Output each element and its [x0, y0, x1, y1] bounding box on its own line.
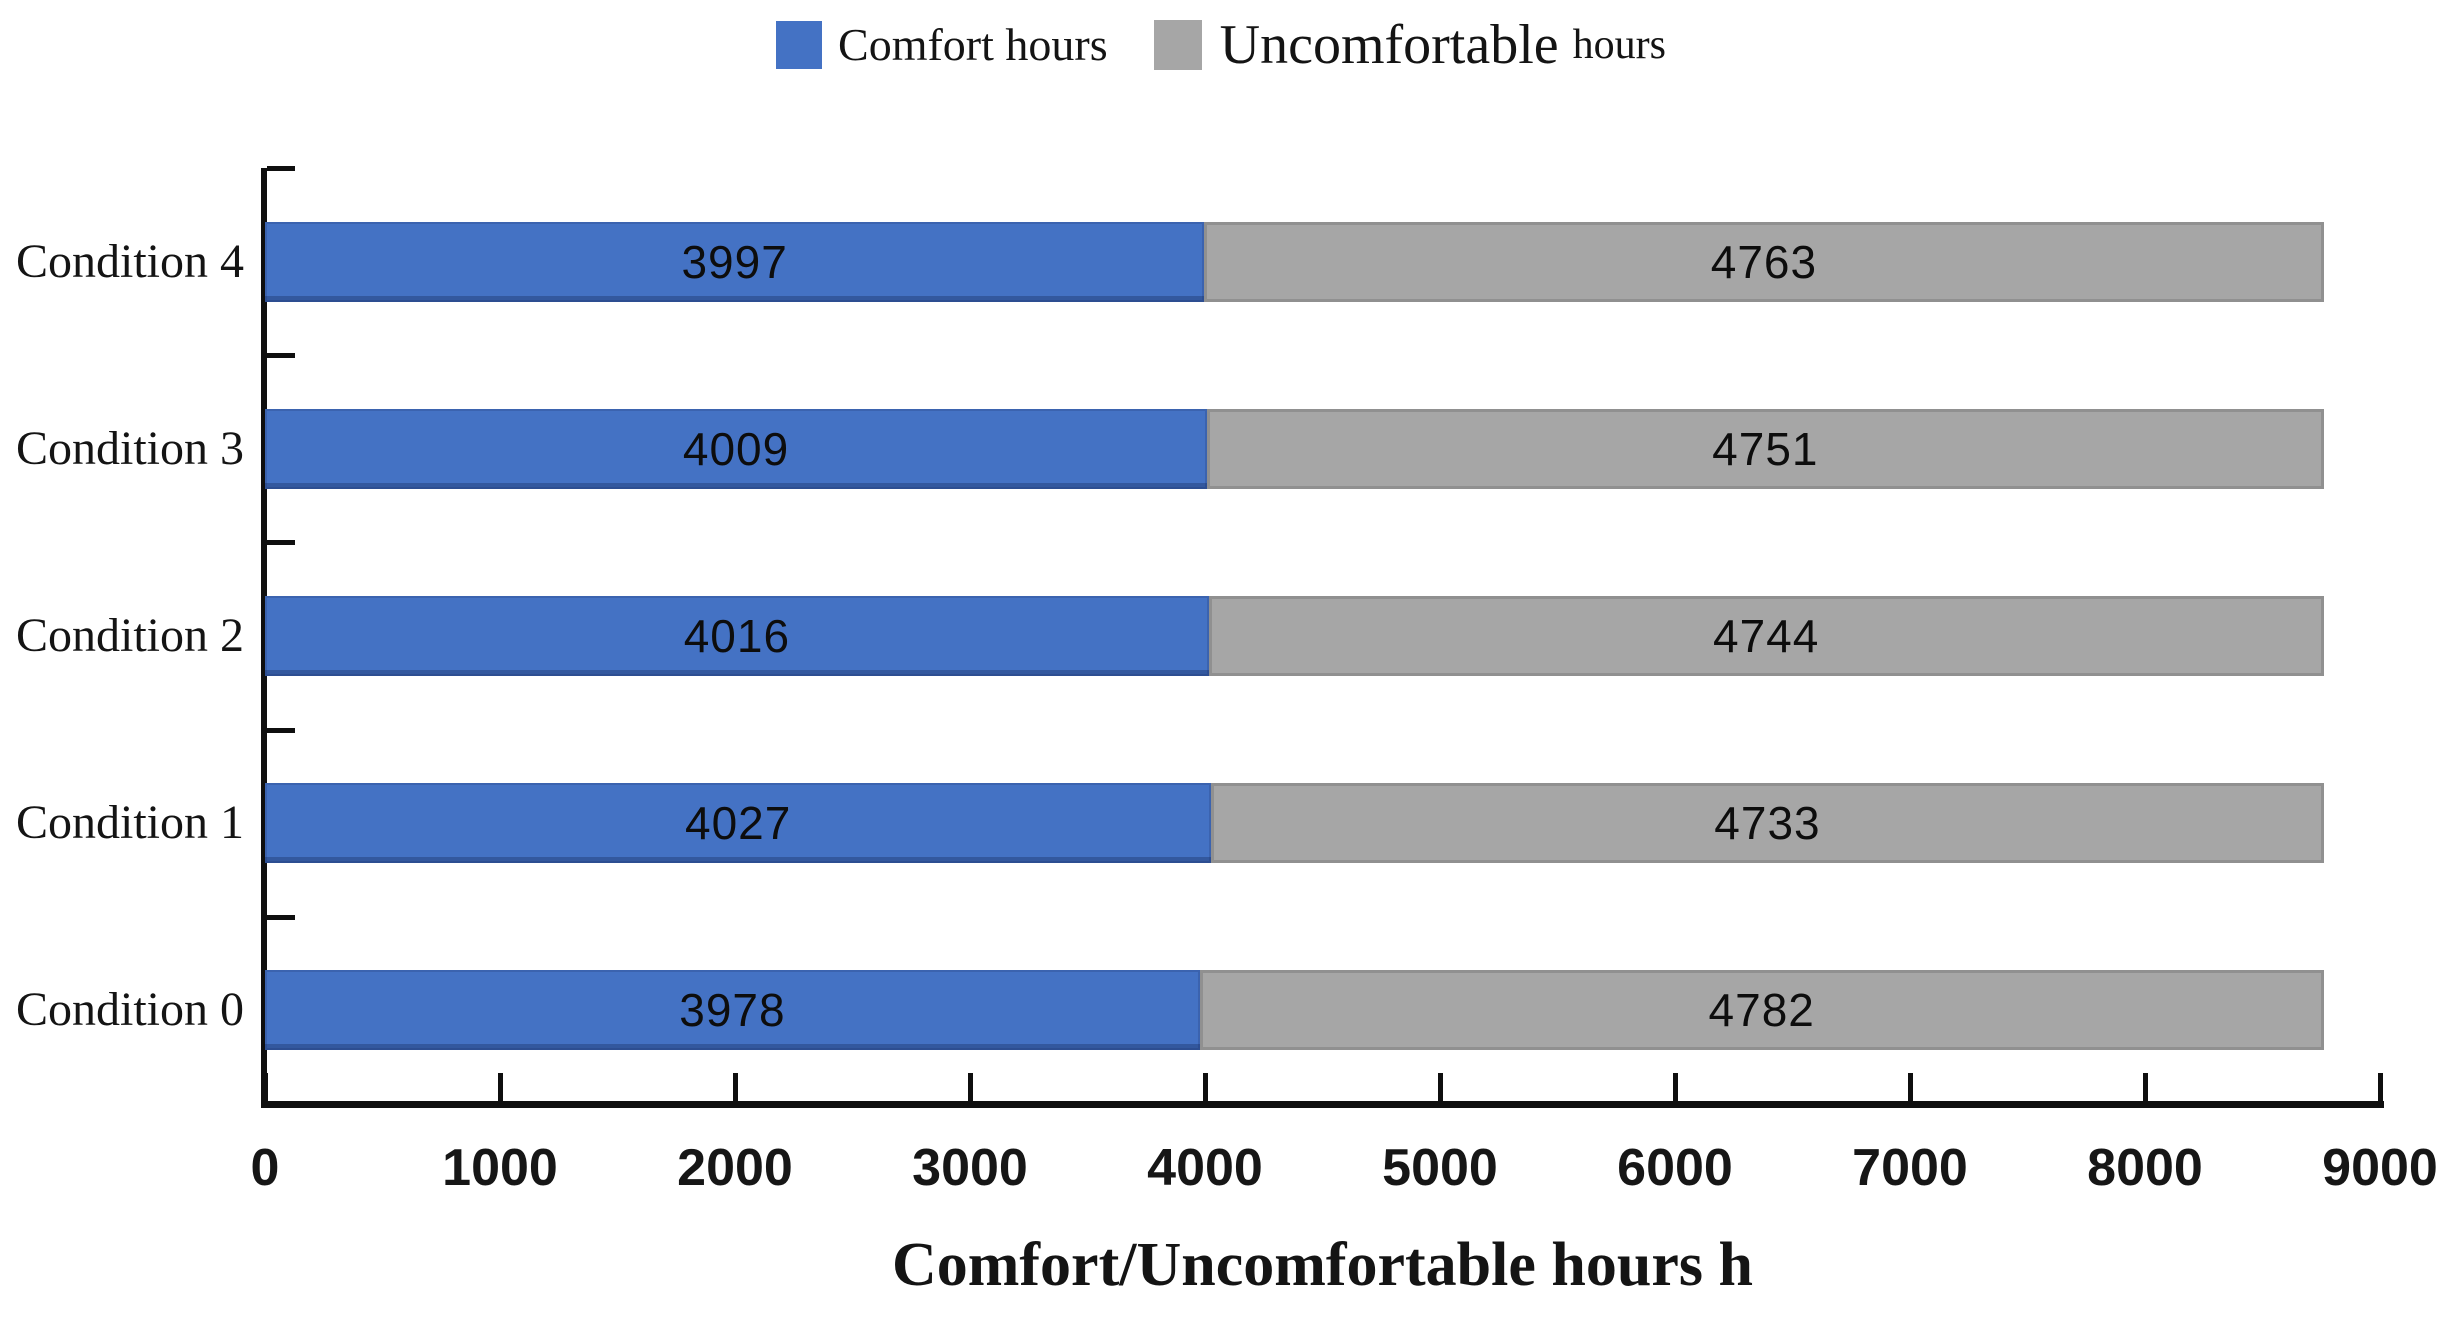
x-axis-tick [2377, 1073, 2383, 1101]
y-axis-tick [267, 914, 295, 920]
x-axis-tick [1907, 1073, 1913, 1101]
x-tick-label: 7000 [1852, 1139, 1968, 1197]
x-axis-tick [732, 1073, 738, 1101]
x-tick-label: 9000 [2322, 1139, 2438, 1197]
comfort-swatch-icon [776, 21, 823, 69]
y-axis-line [261, 168, 267, 1108]
bar-segment-comfort: 4009 [265, 408, 1208, 489]
bar-segment-uncomfortable: 4751 [1207, 408, 2324, 489]
bar-value-label: 4744 [1712, 610, 1820, 662]
category-label: Condition 1 [15, 796, 244, 850]
y-axis-tick [267, 353, 295, 359]
category-label: Condition 0 [15, 983, 244, 1037]
bar-segment-uncomfortable: 4733 [1211, 783, 2324, 864]
legend-label-uncomfortable-hours: hours [1572, 22, 1666, 68]
bar-segment-uncomfortable: 4782 [1199, 970, 2324, 1051]
x-axis-tick [967, 1073, 973, 1101]
bar-value-label: 4016 [683, 610, 791, 662]
uncomfortable-swatch-icon [1153, 20, 1202, 70]
legend-item-comfort: Comfort hours [776, 15, 1108, 75]
y-axis-tick [267, 540, 295, 546]
bar-value-label: 4009 [682, 422, 790, 475]
bar-value-label: 4733 [1714, 797, 1821, 850]
x-axis-tick [2142, 1073, 2148, 1101]
legend-item-uncomfortable: Uncomfortable hours [1153, 14, 1666, 76]
bar-value-label: 3997 [681, 235, 788, 288]
x-axis-tick [1672, 1073, 1678, 1101]
x-tick-label: 6000 [1617, 1139, 1733, 1197]
bar-value-label: 3978 [679, 984, 786, 1037]
x-axis-tick [262, 1073, 268, 1101]
bar-value-label: 4751 [1712, 422, 1819, 475]
category-label: Condition 4 [15, 234, 244, 288]
x-tick-label: 5000 [1382, 1139, 1498, 1197]
legend-label-uncomfortable: Uncomfortable [1219, 14, 1559, 76]
x-axis-line [261, 1101, 2384, 1108]
x-tick-label: 3000 [912, 1139, 1028, 1197]
legend-label-comfort: Comfort hours [838, 19, 1108, 70]
bar-segment-uncomfortable: 4763 [1204, 221, 2324, 302]
bar-segment-uncomfortable: 4744 [1208, 596, 2324, 676]
x-tick-label: 0 [250, 1139, 280, 1197]
x-axis-tick [497, 1073, 503, 1101]
bar-value-label: 4027 [685, 797, 792, 850]
x-tick-label: 8000 [2087, 1139, 2203, 1197]
x-tick-label: 2000 [677, 1139, 793, 1197]
bar-value-label: 4763 [1710, 235, 1818, 288]
bar-value-label: 4782 [1708, 984, 1815, 1037]
x-tick-label: 4000 [1147, 1139, 1263, 1197]
x-axis-title: Comfort/Uncomfortable hours h [891, 1231, 1753, 1299]
bar-segment-comfort: 4016 [265, 596, 1209, 676]
bar-segment-comfort: 3997 [265, 221, 1205, 302]
y-axis-tick [267, 727, 295, 733]
y-axis-tick [267, 166, 295, 171]
legend: Comfort hours Uncomfortable hours [0, 14, 2442, 76]
category-label: Condition 2 [15, 609, 244, 662]
x-tick-label: 1000 [442, 1139, 558, 1197]
x-axis-tick [1437, 1073, 1443, 1101]
bar-segment-comfort: 4027 [265, 783, 1212, 864]
bar-segment-comfort: 3978 [265, 970, 1200, 1051]
x-axis-tick [1202, 1073, 1208, 1101]
category-label: Condition 3 [15, 421, 244, 475]
